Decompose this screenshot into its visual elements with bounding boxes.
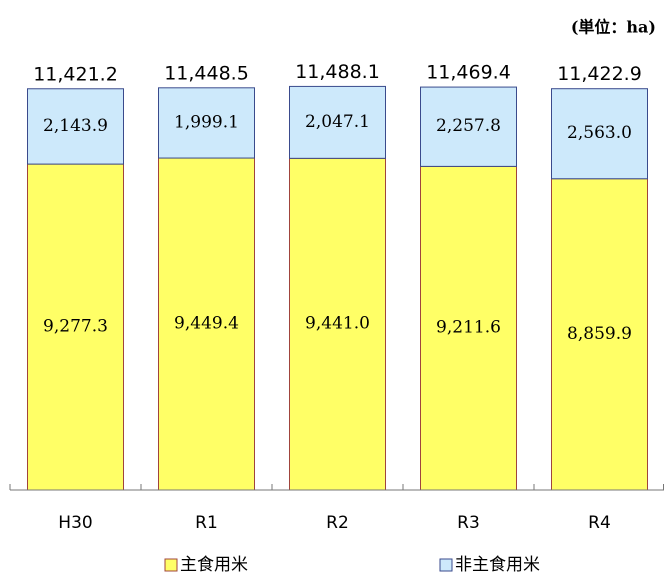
bar-segment [27,163,124,491]
bar-segment [158,87,255,159]
x-tick-label: R1 [195,513,218,533]
total-label: 11,488.1 [295,61,380,83]
x-tick-label: H30 [58,513,92,533]
legend-swatch [439,558,453,572]
unit-label: (単位：ha) [571,18,656,37]
value-label: 9,449.4 [174,314,239,334]
value-label: 2,563.0 [567,123,632,143]
value-label: 9,211.6 [436,318,501,338]
bar-segment [551,88,648,180]
total-label: 11,469.4 [426,62,511,84]
total-label: 11,421.2 [33,63,118,85]
legend-label: 主食用米 [180,555,248,574]
legend-swatch [164,558,178,572]
bar-segment [27,88,124,165]
total-label: 11,422.9 [557,63,642,85]
bar-segment [289,85,386,159]
x-tick-label: R2 [326,513,349,533]
value-label: 2,143.9 [43,116,108,136]
value-label: 2,047.1 [305,112,370,132]
value-label: 1,999.1 [174,112,239,132]
bar-segment [289,157,386,491]
value-label: 9,441.0 [305,314,370,334]
x-tick-label: R4 [588,513,611,533]
bar-segment [420,165,517,491]
x-tick-label: R3 [457,513,480,533]
value-label: 8,859.9 [567,324,632,344]
legend-label: 非主食用米 [455,555,540,574]
bar-segment [420,86,517,167]
value-label: 2,257.8 [436,116,501,136]
total-label: 11,448.5 [164,62,249,84]
value-label: 9,277.3 [43,317,108,337]
